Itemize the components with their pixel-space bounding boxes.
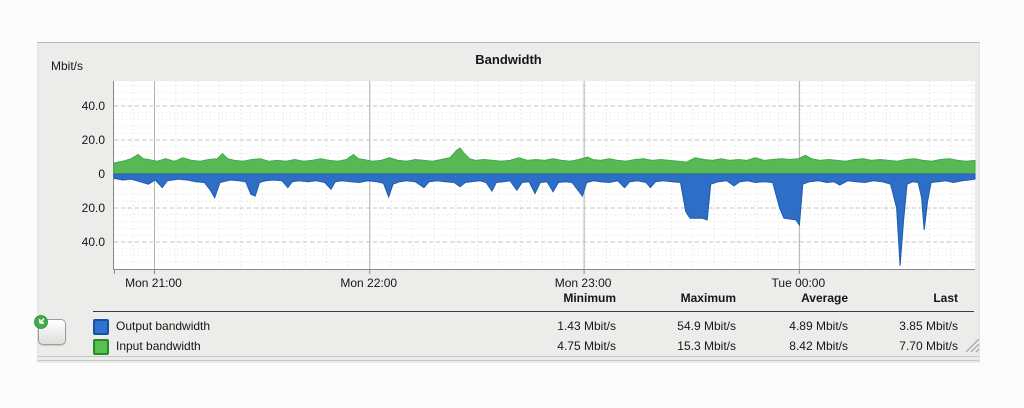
input-bandwidth-swatch <box>93 339 109 355</box>
bandwidth-graph-widget: Bandwidth Mbit/s 40.0 20.0 0 20.0 40.0 Mon 2… <box>34 42 980 363</box>
table-header-row: Minimum Maximum Average Last <box>38 291 979 307</box>
chart-title: Bandwidth <box>475 52 542 67</box>
export-button[interactable] <box>34 315 66 345</box>
y-tick-label: 20.0 <box>81 133 105 147</box>
output-minimum-value: 1.43 Mbit/s <box>557 319 616 333</box>
plot-area <box>113 81 976 274</box>
input-maximum-value: 15.3 Mbit/s <box>677 339 736 353</box>
output-bandwidth-area <box>113 173 976 266</box>
export-arrow-icon <box>34 315 48 329</box>
panel-bottom-divider <box>38 360 979 361</box>
column-header-minimum: Minimum <box>563 291 616 305</box>
y-tick-label: 40.0 <box>81 235 105 249</box>
table-row: Output bandwidth 1.43 Mbit/s 54.9 Mbit/s… <box>38 318 979 335</box>
input-last-value: 7.70 Mbit/s <box>899 339 958 353</box>
x-tick-label: Mon 21:00 <box>125 276 182 290</box>
input-minimum-value: 4.75 Mbit/s <box>557 339 616 353</box>
y-tick-label: 20.0 <box>81 201 105 215</box>
output-bandwidth-swatch <box>93 319 109 335</box>
series-label: Input bandwidth <box>116 339 201 353</box>
y-tick-label: 0 <box>98 167 105 181</box>
input-bandwidth-area <box>113 147 976 175</box>
series-label: Output bandwidth <box>116 319 211 333</box>
resize-grip-icon[interactable] <box>962 336 980 353</box>
output-maximum-value: 54.9 Mbit/s <box>677 319 736 333</box>
x-tick-label: Mon 23:00 <box>554 276 612 290</box>
y-axis-unit-label: Mbit/s <box>51 59 84 73</box>
column-header-average: Average <box>801 291 848 305</box>
output-last-value: 3.85 Mbit/s <box>899 319 958 333</box>
table-row: Input bandwidth 4.75 Mbit/s 15.3 Mbit/s … <box>38 338 979 355</box>
y-tick-label: 40.0 <box>81 99 105 113</box>
column-header-last: Last <box>933 291 958 305</box>
x-tick-label: Mon 22:00 <box>340 276 398 290</box>
x-tick-label: Tue 00:00 <box>771 276 826 290</box>
input-average-value: 8.42 Mbit/s <box>789 339 848 353</box>
bandwidth-chart <box>113 81 976 274</box>
column-header-maximum: Maximum <box>680 291 736 305</box>
output-average-value: 4.89 Mbit/s <box>789 319 848 333</box>
table-divider-line <box>93 311 974 312</box>
panel-bottom-divider <box>38 356 979 357</box>
